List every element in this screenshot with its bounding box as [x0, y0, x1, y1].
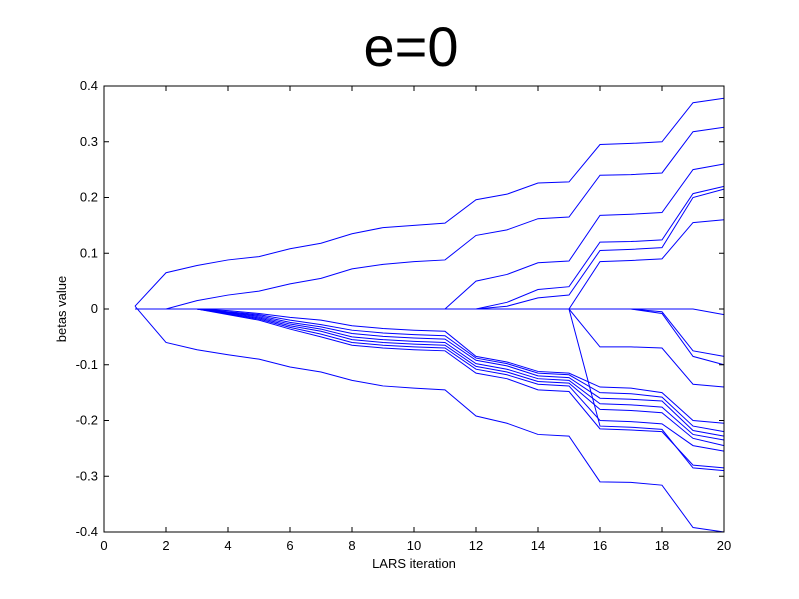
- x-tick-label: 4: [224, 538, 231, 553]
- x-tick-label: 16: [593, 538, 607, 553]
- x-axis-label: LARS iteration: [372, 556, 456, 571]
- y-tick-label: 0: [91, 301, 98, 316]
- y-axis: -0.4 -0.3 -0.2 -0.1 0 0.1 0.2 0.3 0.4: [76, 78, 724, 539]
- x-axis: 0 2 4 6 8 10 12 14 16 18 20: [100, 86, 731, 553]
- series-line-5: [135, 188, 725, 310]
- series-line-15: [135, 308, 725, 447]
- y-tick-label: 0.2: [80, 190, 98, 205]
- x-tick-label: 12: [469, 538, 483, 553]
- chart-title: e=0: [364, 15, 459, 78]
- x-tick-label: 8: [348, 538, 355, 553]
- series-line-8: [135, 308, 725, 357]
- series-line-14: [135, 308, 725, 441]
- y-tick-label: -0.4: [76, 524, 98, 539]
- y-tick-label: 0.4: [80, 78, 98, 93]
- series-line-17: [135, 308, 725, 469]
- plot-area: [134, 97, 725, 533]
- y-tick-label: 0.1: [80, 245, 98, 260]
- series-line-9: [135, 308, 725, 366]
- x-tick-label: 6: [286, 538, 293, 553]
- x-tick-label: 10: [407, 538, 421, 553]
- y-tick-label: -0.3: [76, 468, 98, 483]
- x-tick-label: 0: [100, 538, 107, 553]
- series-line-2: [135, 126, 725, 310]
- y-axis-label: betas value: [54, 276, 69, 343]
- series-line-16: [135, 308, 725, 452]
- series-line-11: [135, 308, 725, 424]
- x-tick-label: 20: [717, 538, 731, 553]
- y-tick-label: -0.1: [76, 357, 98, 372]
- x-tick-label: 2: [162, 538, 169, 553]
- series-line-3: [135, 163, 725, 310]
- y-tick-label: 0.3: [80, 134, 98, 149]
- series-line-12: [135, 308, 725, 433]
- series-line-10: [135, 308, 725, 388]
- x-tick-label: 14: [531, 538, 545, 553]
- x-tick-label: 18: [655, 538, 669, 553]
- y-tick-label: -0.2: [76, 413, 98, 428]
- series-line-18: [135, 308, 725, 472]
- series-line-13: [135, 308, 725, 437]
- series-line-19: [134, 305, 725, 533]
- series-line-4: [135, 185, 725, 310]
- series-line-1: [134, 97, 725, 307]
